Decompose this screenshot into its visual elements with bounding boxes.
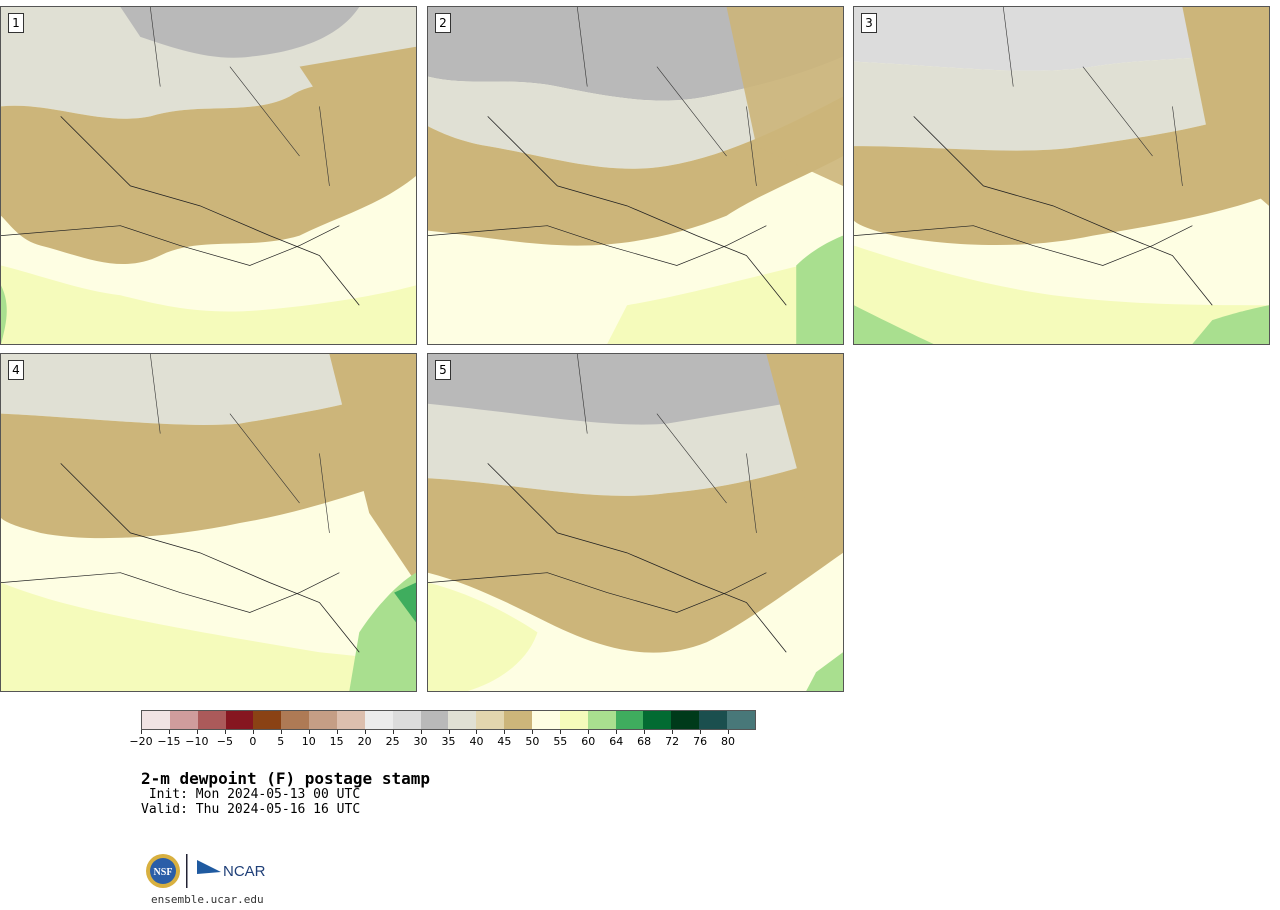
- colorbar-tick-label: 0: [233, 730, 273, 748]
- colorbar-tick-label: 68: [624, 730, 664, 748]
- colorbar-swatch: [169, 711, 198, 729]
- colorbar-tick-label: 35: [429, 730, 469, 748]
- colorbar-swatch: [142, 711, 170, 729]
- colorbar-tick-label: 15: [317, 730, 357, 748]
- dewpoint-map-4: [1, 354, 416, 691]
- colorbar-tick-label: 10: [289, 730, 329, 748]
- colorbar-tick-label: 30: [401, 730, 441, 748]
- dewpoint-map-1: [1, 7, 416, 344]
- map-panel-1: 1: [0, 6, 417, 345]
- valid-time: Valid: Thu 2024-05-16 16 UTC: [141, 802, 361, 817]
- colorbar-tick-label: 76: [680, 730, 720, 748]
- init-time: Init: Mon 2024-05-13 00 UTC: [141, 787, 361, 802]
- colorbar-swatch: [615, 711, 644, 729]
- colorbar-tick-label: 55: [540, 730, 580, 748]
- colorbar-swatch: [587, 711, 616, 729]
- colorbar-tick-label: −20: [121, 730, 161, 748]
- colorbar-tick-label: 60: [568, 730, 608, 748]
- colorbar-swatch: [476, 711, 505, 729]
- colorbar-swatch: [337, 711, 365, 729]
- colorbar-swatch: [420, 711, 449, 729]
- colorbar-tick-label: −5: [205, 730, 245, 748]
- panel-number-5: 5: [435, 360, 451, 380]
- colorbar-tick-label: −15: [149, 730, 189, 748]
- panel-number-2: 2: [435, 13, 451, 33]
- map-panel-4: 4: [0, 353, 417, 692]
- colorbar-swatch: [504, 711, 533, 729]
- colorbar-tick-label: 5: [261, 730, 301, 748]
- chart-title: 2-m dewpoint (F) postage stamp: [141, 769, 430, 788]
- panel-number-3: 3: [861, 13, 877, 33]
- map-panel-3: 3: [853, 6, 1270, 345]
- colorbar-swatch: [643, 711, 672, 729]
- colorbar-swatch: [253, 711, 282, 729]
- colorbar-swatch: [727, 711, 755, 729]
- dewpoint-map-3: [854, 7, 1269, 344]
- colorbar-tick-label: 50: [512, 730, 552, 748]
- colorbar-swatch: [281, 711, 310, 729]
- colorbar-swatch: [392, 711, 421, 729]
- svg-text:NCAR: NCAR: [223, 863, 266, 880]
- dewpoint-map-2: [428, 7, 843, 344]
- colorbar-tick-label: −10: [177, 730, 217, 748]
- colorbar-tick-label: 45: [484, 730, 524, 748]
- colorbar-swatch: [671, 711, 700, 729]
- colorbar: [141, 710, 756, 730]
- colorbar-swatch: [532, 711, 560, 729]
- colorbar-swatch: [699, 711, 728, 729]
- colorbar-swatch: [197, 711, 226, 729]
- map-panel-5: 5: [427, 353, 844, 692]
- colorbar-tick-label: 72: [652, 730, 692, 748]
- panel-number-1: 1: [8, 13, 24, 33]
- dewpoint-map-5: [428, 354, 843, 691]
- colorbar-tick-label: 64: [596, 730, 636, 748]
- colorbar-tick-label: 40: [456, 730, 496, 748]
- map-panel-2: 2: [427, 6, 844, 345]
- svg-text:NSF: NSF: [154, 867, 173, 878]
- colorbar-tick-label: 25: [373, 730, 413, 748]
- colorbar-swatch: [364, 711, 393, 729]
- colorbar-tick-label: 80: [708, 730, 748, 748]
- colorbar-ticks: −20 −15 −10 −5 0 5 10 15 20 25 30 35 40 45 50 55 60 64 68 7…: [129, 730, 756, 754]
- colorbar-swatch: [309, 711, 338, 729]
- panel-number-4: 4: [8, 360, 24, 380]
- colorbar-swatch: [225, 711, 254, 729]
- colorbar-swatch: [448, 711, 477, 729]
- nsf-ncar-logo: NSF NCAR: [146, 854, 266, 888]
- colorbar-swatch: [559, 711, 588, 729]
- footer-url: ensemble.ucar.edu: [151, 893, 264, 906]
- colorbar-tick-label: 20: [345, 730, 385, 748]
